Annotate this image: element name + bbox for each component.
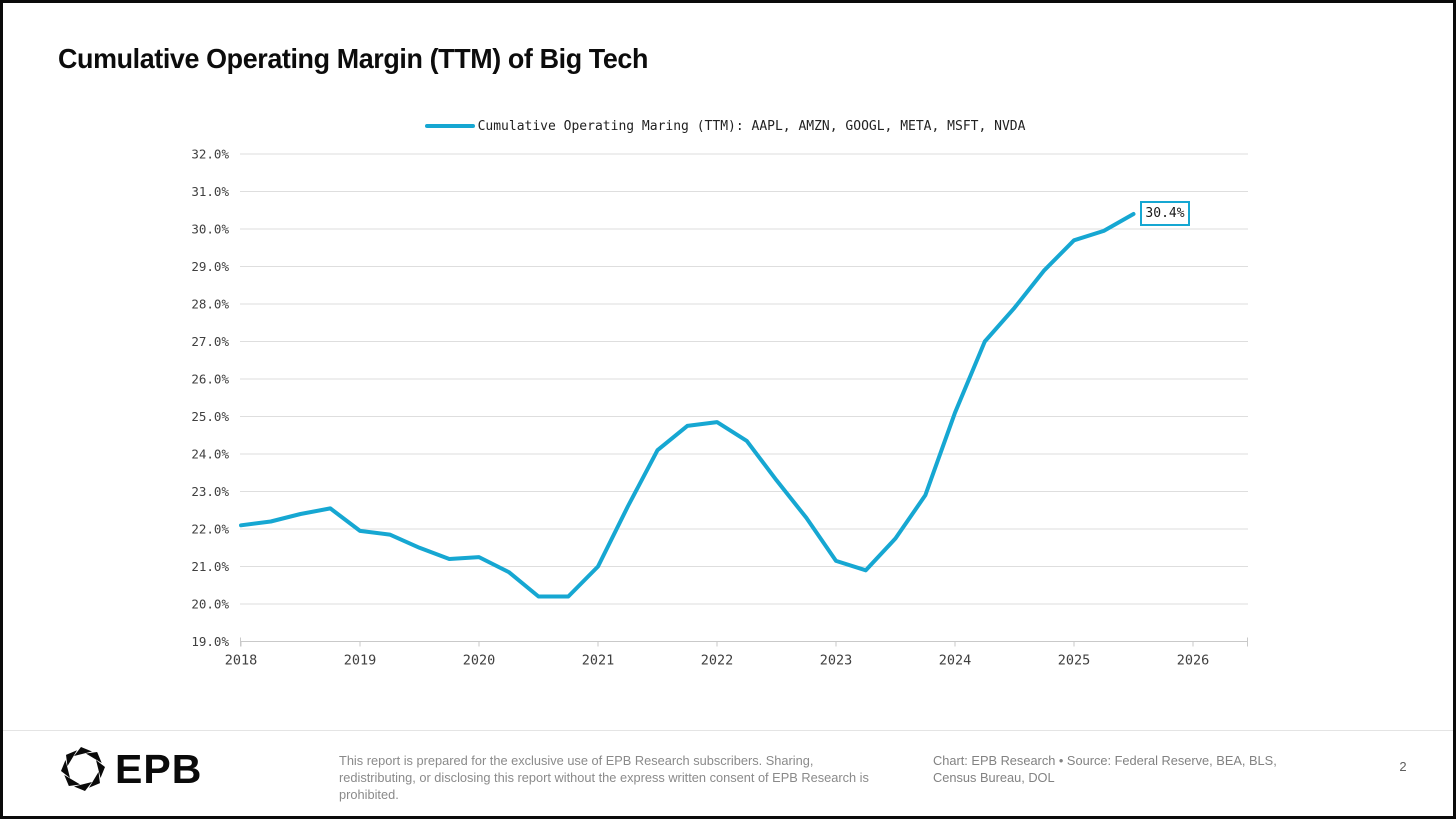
chart-legend: Cumulative Operating Maring (TTM): AAPL,… <box>221 115 1229 137</box>
series-line <box>239 212 1136 599</box>
svg-text:2023: 2023 <box>820 653 853 669</box>
svg-text:2022: 2022 <box>701 653 734 669</box>
legend-line-swatch <box>424 124 475 128</box>
footer-attribution: Chart: EPB Research • Source: Federal Re… <box>933 753 1277 785</box>
x-tick-labels: 2018 2019 2020 2021 2022 2023 2024 2025 2026 <box>225 653 1210 669</box>
page-number: 2 <box>1399 759 1407 774</box>
svg-text:2026: 2026 <box>1177 653 1210 669</box>
svg-text:22.0%: 22.0% <box>191 522 229 537</box>
svg-text:25.0%: 25.0% <box>191 409 229 424</box>
epb-logo: EPB <box>58 743 208 800</box>
epb-logo-text: EPB <box>115 746 202 792</box>
last-value-label: 30.4% <box>1140 201 1190 226</box>
svg-text:2018: 2018 <box>225 653 258 669</box>
svg-text:31.0%: 31.0% <box>191 184 229 199</box>
footer-divider <box>3 730 1453 731</box>
svg-text:21.0%: 21.0% <box>191 559 229 574</box>
svg-text:2025: 2025 <box>1058 653 1091 669</box>
svg-text:32.0%: 32.0% <box>191 147 229 162</box>
epb-logo-graphic: EPB <box>61 746 202 792</box>
svg-text:28.0%: 28.0% <box>191 297 229 312</box>
y-tick-labels: 32.0% 31.0% 30.0% 29.0% 28.0% 27.0% 26.0% 25.0%… <box>191 147 229 650</box>
svg-text:2021: 2021 <box>582 653 615 669</box>
x-ticks <box>240 637 1248 647</box>
svg-text:2019: 2019 <box>344 653 377 669</box>
y-gridlines <box>240 153 1248 642</box>
aperture-icon <box>61 747 105 791</box>
svg-text:2020: 2020 <box>463 653 496 669</box>
line-chart: 32.0% 31.0% 30.0% 29.0% 28.0% 27.0% 26.0% 25.0%… <box>191 147 1248 669</box>
footer-disclaimer: This report is prepared for the exclusiv… <box>339 753 869 802</box>
page-title: Cumulative Operating Margin (TTM) of Big… <box>58 43 649 74</box>
svg-text:29.0%: 29.0% <box>191 259 229 274</box>
svg-text:2024: 2024 <box>939 653 972 669</box>
svg-text:27.0%: 27.0% <box>191 334 229 349</box>
svg-text:26.0%: 26.0% <box>191 372 229 387</box>
svg-text:20.0%: 20.0% <box>191 597 229 612</box>
legend-label: Cumulative Operating Maring (TTM): AAPL,… <box>477 118 1026 134</box>
svg-text:23.0%: 23.0% <box>191 484 229 499</box>
svg-text:19.0%: 19.0% <box>191 634 229 649</box>
svg-text:24.0%: 24.0% <box>191 447 229 462</box>
svg-text:30.0%: 30.0% <box>191 222 229 237</box>
